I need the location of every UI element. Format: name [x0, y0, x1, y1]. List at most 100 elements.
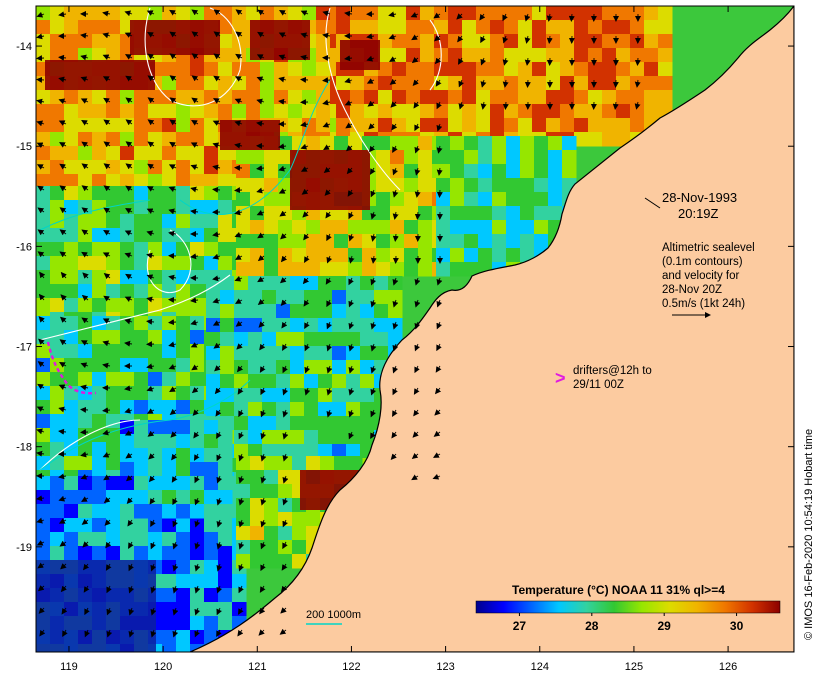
velocity-arrow: [216, 453, 222, 462]
sst-cell: [574, 104, 589, 119]
velocity-arrow: [37, 361, 45, 368]
sst-cell: [478, 164, 493, 179]
sst-cell: [218, 186, 233, 201]
sst-cell: [290, 430, 305, 445]
velocity-arrow: [171, 475, 178, 483]
velocity-arrow: [480, 79, 487, 88]
sst-cell: [264, 526, 279, 541]
velocity-arrow: [238, 431, 244, 440]
velocity-arrow: [81, 317, 89, 324]
sst-cell: [50, 546, 65, 561]
sst-cell: [248, 332, 263, 347]
sst-cell: [320, 262, 335, 277]
velocity-arrow: [344, 55, 353, 62]
sst-cell: [336, 90, 351, 105]
sst-cell: [588, 132, 603, 147]
velocity-arrow: [216, 497, 223, 506]
sst-cell: [234, 374, 249, 389]
sst-cell: [220, 374, 235, 389]
velocity-arrow: [344, 10, 353, 17]
sst-cell: [190, 644, 205, 652]
sst-cell: [120, 358, 135, 373]
velocity-arrow: [322, 32, 331, 39]
sst-cell: [92, 456, 107, 471]
sst-cell: [190, 214, 205, 229]
velocity-arrow: [413, 409, 420, 417]
velocity-arrow: [80, 98, 89, 104]
sst-cell: [450, 136, 465, 151]
sst-cell: [162, 132, 177, 147]
sst-cell: [448, 62, 463, 77]
sst-cell: [546, 62, 561, 77]
legend-line-2: (0.1m contours): [662, 256, 743, 268]
sst-cell: [534, 192, 549, 207]
velocity-arrow: [105, 541, 112, 549]
velocity-arrow: [348, 299, 355, 308]
sst-cell: [302, 104, 317, 119]
velocity-arrow: [392, 277, 399, 286]
sst-cell: [464, 192, 479, 207]
velocity-arrow: [216, 475, 223, 484]
sst-cell: [120, 330, 135, 345]
velocity-arrow: [147, 141, 155, 148]
sst-cell: [658, 6, 673, 21]
velocity-arrow: [190, 208, 199, 215]
sst-cell: [348, 220, 363, 235]
sst-cell: [120, 256, 135, 271]
sst-cell: [162, 616, 177, 631]
velocity-arrow: [260, 475, 267, 484]
sst-cell: [348, 456, 363, 471]
sst-cell: [162, 256, 177, 271]
sst-cell: [392, 34, 407, 49]
sst-cell: [406, 6, 421, 21]
sst-cell: [390, 248, 405, 263]
velocity-arrow: [81, 229, 89, 236]
velocity-arrow: [234, 120, 243, 127]
sealevel-contour: [146, 229, 192, 294]
sst-cell: [404, 164, 419, 179]
velocity-arrow: [370, 409, 376, 418]
sst-cell: [78, 490, 93, 505]
sst-cell: [236, 192, 251, 207]
velocity-arrow: [102, 54, 111, 60]
sst-cell: [134, 90, 149, 105]
sst-cell: [346, 304, 361, 319]
sst-cell: [532, 48, 547, 63]
velocity-arrow: [37, 585, 45, 592]
sst-cell: [436, 136, 451, 151]
sst-cell: [264, 512, 279, 527]
sst-cell: [260, 62, 275, 77]
sst-cell: [232, 104, 247, 119]
sst-cell: [50, 242, 65, 257]
sst-cell: [376, 150, 391, 165]
sst-cell: [404, 220, 419, 235]
velocity-arrow: [303, 299, 310, 307]
velocity-arrow: [36, 406, 45, 412]
sst-cell: [106, 546, 121, 561]
velocity-arrow: [436, 145, 443, 154]
velocity-arrow: [81, 518, 89, 525]
sst-cell: [418, 164, 433, 179]
sst-cell: [190, 76, 205, 91]
sst-cell: [92, 358, 107, 373]
sst-cell: [236, 554, 251, 569]
velocity-arrow: [191, 75, 199, 82]
velocity-arrow: [256, 210, 265, 216]
velocity-arrow: [148, 475, 156, 483]
sst-warm-patch: [130, 20, 220, 55]
sst-cell: [304, 276, 319, 291]
sst-cell: [134, 330, 149, 345]
sst-cell: [106, 490, 121, 505]
velocity-arrow: [256, 120, 265, 127]
sst-cell: [64, 174, 79, 189]
velocity-arrow: [278, 76, 287, 83]
sst-cell: [248, 374, 263, 389]
sst-cell: [360, 374, 375, 389]
velocity-arrow: [127, 519, 134, 527]
sst-cell: [418, 262, 433, 277]
sst-cell: [204, 518, 219, 533]
sst-cell: [476, 6, 491, 21]
sst-cell: [304, 304, 319, 319]
sst-cell: [176, 284, 191, 299]
velocity-arrow: [102, 76, 111, 82]
